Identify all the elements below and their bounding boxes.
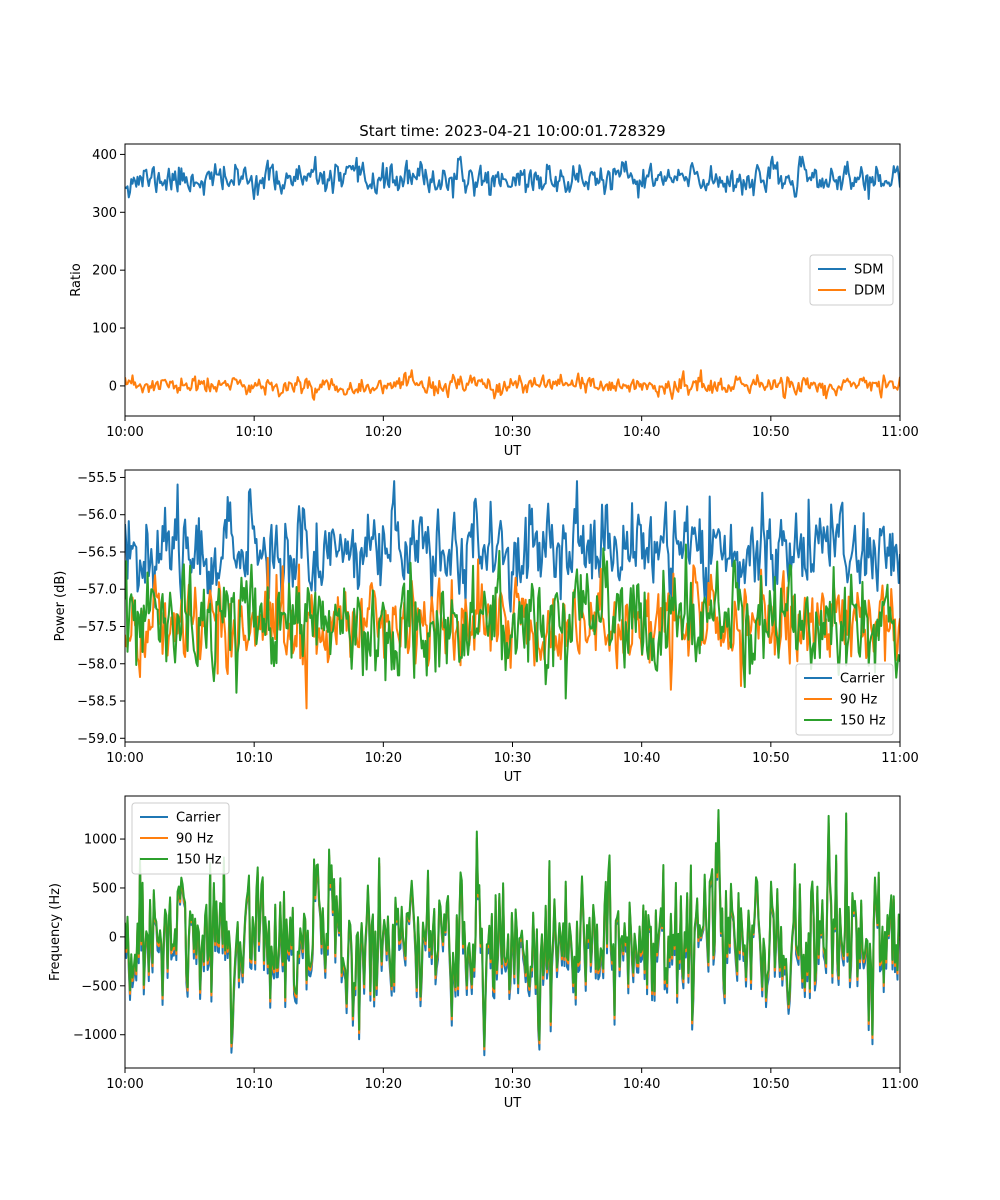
series-line-sdm (125, 155, 900, 200)
y-tick-label: −56.5 (77, 545, 117, 560)
x-tick-label: 10:50 (752, 1077, 789, 1092)
legend-label: Carrier (840, 672, 885, 687)
x-tick-label: 11:00 (881, 751, 918, 766)
y-tick-label: −57.5 (77, 620, 117, 635)
legend-label: 150 Hz (176, 853, 222, 868)
x-tick-label: 10:00 (106, 751, 143, 766)
x-tick-label: 10:30 (494, 751, 531, 766)
y-tick-label: −58.0 (77, 657, 117, 672)
series-line-150-hz (125, 543, 900, 700)
legend: Carrier 90 Hz 150 Hz (131, 802, 230, 875)
chart-panel-power: 10:00 10:10 10:20 10:30 10:40 10:50 11:00 −59.0… (53, 469, 919, 785)
legend-label: 90 Hz (840, 693, 877, 708)
y-tick-label: 0 (109, 930, 117, 945)
x-tick-label: 10:40 (623, 425, 660, 440)
x-tick-label: 10:20 (365, 425, 402, 440)
chart-panel-ratio: 10:00 10:10 10:20 10:30 10:40 10:50 11:00 0 100 2… (69, 143, 919, 459)
legend-box (795, 663, 894, 736)
legend-label: 90 Hz (176, 832, 213, 847)
legend-label: DDM (854, 284, 885, 299)
y-tick-label: −500 (81, 979, 117, 994)
y-tick-label: 100 (92, 322, 117, 337)
y-tick-label: −59.0 (77, 732, 117, 747)
y-tick-label: 300 (92, 206, 117, 221)
series-lines (125, 155, 900, 401)
legend-label: 150 Hz (840, 714, 886, 729)
x-tick-label: 10:40 (623, 751, 660, 766)
y-tick-label: −57.0 (77, 583, 117, 598)
y-tick-label: 500 (92, 881, 117, 896)
y-tick-label: −56.0 (77, 508, 117, 523)
x-tick-label: 10:00 (106, 425, 143, 440)
x-tick-label: 10:10 (235, 751, 272, 766)
y-tick-label: 0 (109, 379, 117, 394)
series-line-ddm (125, 369, 900, 401)
x-tick-label: 10:10 (235, 1077, 272, 1092)
legend-box (809, 254, 894, 306)
series-lines (125, 808, 900, 1057)
y-tick-label: 1000 (84, 833, 117, 848)
series-line-carrier (125, 480, 900, 613)
legend-label: SDM (854, 263, 883, 278)
chart-panel-frequency: 10:00 10:10 10:20 10:30 10:40 10:50 11:00 −1000… (48, 795, 919, 1111)
x-tick-label: 10:30 (494, 1077, 531, 1092)
y-tick-label: −1000 (73, 1028, 117, 1043)
x-axis-label: UT (504, 1096, 522, 1111)
x-tick-label: 10:50 (752, 751, 789, 766)
x-tick-label: 10:20 (365, 751, 402, 766)
y-axis-label: Power (dB) (53, 571, 68, 642)
x-tick-label: 10:40 (623, 1077, 660, 1092)
legend: Carrier 90 Hz 150 Hz (795, 663, 894, 736)
x-tick-label: 10:30 (494, 425, 531, 440)
y-axis-label: Frequency (Hz) (48, 883, 63, 981)
series-lines (125, 480, 900, 710)
figure-title: Start time: 2023-04-21 10:00:01.728329 (359, 122, 665, 140)
x-tick-label: 10:00 (106, 1077, 143, 1092)
panels: 10:00 10:10 10:20 10:30 10:40 10:50 11:00 0 100 2… (48, 143, 919, 1111)
x-axis-label: UT (504, 770, 522, 785)
x-tick-label: 10:50 (752, 425, 789, 440)
y-tick-label: −55.5 (77, 471, 117, 486)
legend-box (131, 802, 230, 875)
series-line-150-hz (125, 808, 900, 1048)
x-tick-label: 10:20 (365, 1077, 402, 1092)
legend: SDM DDM (809, 254, 894, 306)
y-tick-label: 400 (92, 148, 117, 163)
x-tick-label: 11:00 (881, 425, 918, 440)
y-tick-label: 200 (92, 264, 117, 279)
x-tick-label: 10:10 (235, 425, 272, 440)
legend-label: Carrier (176, 811, 221, 826)
y-tick-label: −58.5 (77, 695, 117, 710)
y-axis-label: Ratio (69, 263, 84, 296)
x-axis-label: UT (504, 444, 522, 459)
x-tick-label: 11:00 (881, 1077, 918, 1092)
